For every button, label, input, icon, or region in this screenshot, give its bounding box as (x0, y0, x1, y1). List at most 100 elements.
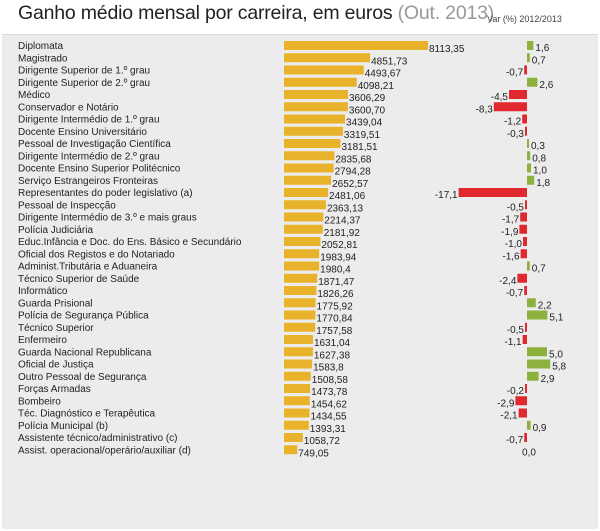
var-bar-positive (527, 347, 547, 357)
var-bar-positive (527, 139, 529, 148)
var-bar-negative (520, 212, 527, 222)
value-bar (284, 139, 341, 148)
value-label: 4851,73 (371, 56, 408, 67)
category-label: Educ.Infância e Doc. do Ens. Básico e Se… (18, 237, 242, 248)
value-label: 2481,06 (329, 191, 366, 202)
var-bar-negative (524, 433, 527, 442)
var-label: 2,9 (541, 374, 555, 385)
var-label: -2,9 (497, 398, 515, 409)
value-label: 1473,78 (311, 387, 348, 398)
var-bar-negative (458, 188, 527, 197)
value-bar (284, 273, 318, 283)
value-label: 1631,04 (314, 338, 351, 349)
value-bar (284, 335, 313, 344)
var-bar-negative (493, 102, 527, 112)
var-label: -0,7 (506, 68, 524, 79)
title-subtitle: (Out. 2013) (397, 2, 495, 24)
category-label: Outro Pessoal de Segurança (18, 372, 147, 383)
category-label: Administ.Tributária e Aduaneira (18, 262, 158, 273)
var-bar-negative (525, 384, 527, 393)
value-label: 1826,26 (317, 289, 354, 300)
var-bar-positive (527, 310, 548, 320)
value-bar (284, 126, 343, 136)
category-label: Polícia Municipal (b) (18, 421, 108, 432)
var-bar-negative (522, 114, 527, 124)
var-label: -17,1 (435, 190, 458, 201)
var-label: 5,1 (549, 313, 563, 324)
var-column-title: Var (%) 2012/2013 (487, 14, 562, 24)
category-label: Dirigente Intermédio de 1.º grau (18, 115, 160, 126)
value-bar (284, 445, 298, 455)
var-label: -2,1 (500, 411, 518, 422)
var-label: -4,5 (491, 92, 509, 103)
value-bar (284, 359, 313, 369)
var-label: 0,3 (531, 141, 545, 152)
value-label: 1770,84 (316, 314, 353, 325)
value-label: 3600,70 (349, 105, 386, 116)
value-label: 2794,28 (335, 167, 372, 178)
var-label: -0,7 (506, 435, 524, 446)
category-label: Conservador e Notário (18, 102, 119, 113)
value-bar (284, 114, 346, 124)
value-label: 3319,51 (344, 130, 381, 141)
value-label: 3181,51 (341, 142, 378, 153)
value-bar (284, 286, 317, 295)
var-bar-negative (523, 237, 527, 246)
value-label: 1508,58 (312, 375, 349, 386)
var-label: -8,3 (476, 104, 494, 115)
var-label: -0,2 (507, 386, 525, 397)
var-label: -1,9 (501, 227, 519, 238)
value-bar (284, 151, 335, 161)
value-label: 4493,67 (365, 69, 402, 80)
var-label: -1,0 (505, 239, 523, 250)
value-label: 1454,62 (311, 399, 348, 410)
var-bar-negative (515, 396, 527, 406)
category-label: Docente Ensino Superior Politécnico (18, 164, 181, 175)
var-label: 2,6 (539, 80, 553, 91)
var-label: 1,6 (535, 43, 549, 54)
var-bar-negative (524, 65, 527, 75)
category-label: Dirigente Superior de 2.º grau (18, 78, 150, 89)
category-label: Dirigente Intermédio de 2.º grau (18, 151, 160, 162)
value-bar (284, 384, 311, 393)
value-label: 8113,35 (429, 44, 465, 55)
value-bar (284, 298, 316, 308)
var-label: -2,4 (499, 276, 517, 287)
value-label: 1393,31 (310, 424, 347, 435)
var-label: -1,6 (502, 251, 520, 262)
value-bar (284, 433, 303, 442)
value-bar (284, 90, 349, 99)
value-bar (284, 261, 320, 271)
category-label: Oficial de Justiça (18, 360, 94, 371)
var-bar-negative (525, 322, 527, 332)
category-label: Dirigente Intermédio de 3.º e mais graus (18, 213, 197, 224)
value-bar (284, 408, 310, 418)
value-label: 1627,38 (314, 350, 351, 361)
category-label: Pessoal de Investigação Científica (18, 139, 171, 150)
var-bar-negative (517, 273, 527, 283)
var-bar-positive (527, 151, 531, 161)
chart-title: Ganho médio mensal por carreira, em euro… (18, 2, 494, 25)
var-label: -0,7 (506, 288, 524, 299)
value-label: 2214,37 (324, 216, 361, 227)
var-bar-positive (527, 371, 539, 381)
value-label: 749,05 (298, 448, 329, 459)
value-bar (284, 212, 324, 222)
var-bar-negative (525, 200, 527, 210)
value-label: 2181,92 (324, 228, 361, 239)
var-label: -1,7 (502, 215, 520, 226)
value-bar (284, 347, 313, 357)
category-label: Informático (18, 286, 68, 297)
value-bar (284, 200, 326, 210)
var-bar-positive (527, 53, 530, 63)
category-label: Pessoal de Inspecção (18, 200, 116, 211)
var-bar-negative (518, 408, 527, 418)
value-bar (284, 65, 364, 75)
value-label: 3606,29 (349, 93, 386, 104)
var-label: -1,2 (504, 117, 522, 128)
value-label: 1058,72 (304, 436, 341, 447)
value-bar (284, 420, 309, 430)
value-bar (284, 224, 323, 234)
category-label: Docente Ensino Universitário (18, 127, 147, 138)
value-bar (284, 77, 357, 87)
